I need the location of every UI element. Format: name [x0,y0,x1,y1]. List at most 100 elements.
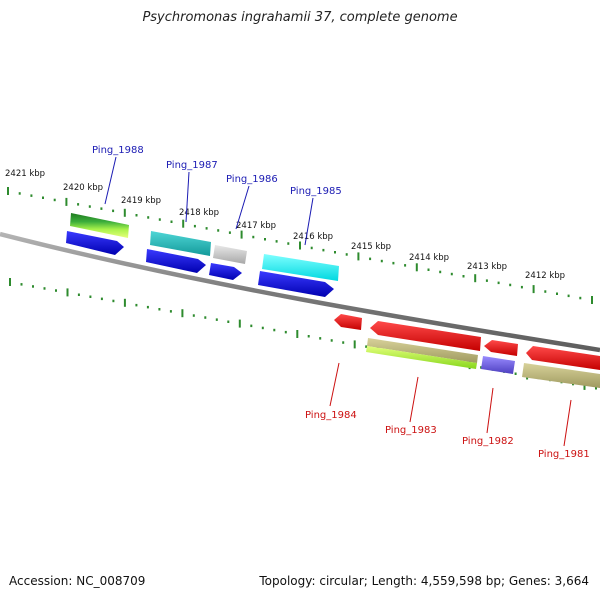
leader-ping-1983 [409,376,419,423]
forward-minor-tick [205,227,208,230]
reverse-minor-tick [100,297,103,301]
leader-ping-1986 [235,185,250,230]
forward-minor-tick [322,248,325,252]
gene-ping-1987-box [150,231,211,256]
genome-backbone [0,231,600,353]
reverse-minor-tick [595,387,597,390]
kbp-scale-labels: 2421 kbp 2420 kbp 2419 kbp 2418 kbp 2417… [5,169,565,281]
forward-minor-tick [18,192,21,195]
reverse-minor-tick [55,289,57,292]
gene-label-ping-1983[interactable]: Ping_1983 [385,425,437,436]
forward-minor-tick [88,205,91,208]
tick-label-2419: 2419 kbp [121,196,161,206]
reverse-minor-tick [365,345,368,348]
leader-ping-1982 [486,387,494,434]
gene-ping-1987[interactable] [146,231,211,273]
reverse-major-tick [353,340,356,349]
forward-major-tick [415,263,418,272]
forward-minor-tick [345,253,348,256]
gene-ping-1984[interactable] [334,314,362,330]
reverse-major-tick [238,319,241,328]
gene-ping-1985[interactable] [258,254,339,297]
gene-label-ping-1981[interactable]: Ping_1981 [538,449,590,460]
reverse-minor-tick [227,320,230,323]
leader-ping-1985 [304,197,314,246]
genome-summary-text: Topology: circular; Length: 4,559,598 bp… [259,574,589,588]
gene-ping-1985-arrow [258,271,334,297]
reverse-minor-tick [342,341,345,344]
reverse-minor-tick [215,318,218,321]
forward-minor-tick [217,229,220,232]
gene-label-ping-1984[interactable]: Ping_1984 [305,410,357,421]
reverse-label-leaders [329,362,572,447]
forward-major-tick [123,208,126,217]
forward-minor-tick [53,198,56,202]
gene-ping-1986[interactable] [209,245,247,280]
forward-minor-tick [450,272,453,276]
gene-ping-1983[interactable] [366,321,481,369]
reverse-major-tick [296,330,299,338]
tick-label-2416: 2416 kbp [293,232,333,242]
forward-minor-tick [252,235,255,239]
forward-major-tick [357,252,360,261]
forward-minor-tick [392,261,395,265]
gene-label-ping-1985[interactable]: Ping_1985 [290,186,342,197]
forward-minor-tick [193,224,196,228]
reverse-major-tick [66,288,69,297]
forward-minor-tick [404,264,407,267]
gene-ping-1988-arrow [66,231,124,255]
gene-ping-1981[interactable] [522,346,600,388]
gene-ping-1988[interactable] [66,213,129,255]
reverse-major-tick [181,309,184,318]
tick-label-2420: 2420 kbp [63,183,103,193]
forward-minor-tick [439,270,442,274]
forward-minor-tick [427,268,430,271]
forward-minor-tick [556,292,558,295]
forward-minor-tick [334,251,336,254]
forward-minor-tick [369,257,372,261]
gene-label-ping-1982[interactable]: Ping_1982 [462,436,514,447]
forward-minor-tick [42,196,44,199]
forward-minor-tick [509,283,512,287]
reverse-minor-tick [146,305,149,309]
gene-ping-1982[interactable] [481,340,518,374]
reverse-minor-tick [77,293,80,296]
reverse-major-tick [123,298,126,307]
forward-minor-tick [264,238,266,241]
leader-ping-1984 [329,362,340,407]
reverse-minor-tick [32,285,34,288]
forward-label-leaders [104,156,314,246]
gene-label-ping-1986[interactable]: Ping_1986 [226,174,278,185]
forward-tick-track [7,187,593,304]
forward-major-tick [299,241,301,250]
reverse-minor-tick [89,295,92,298]
forward-minor-tick [497,281,500,285]
forward-minor-tick [462,275,465,278]
gene-ping-1983-box-lime [366,346,477,369]
forward-minor-tick [30,194,33,197]
tick-label-2414: 2414 kbp [409,253,449,263]
gene-ping-1986-arrow [209,263,242,280]
gene-ping-1981-box [522,363,600,388]
reverse-minor-tick [192,314,195,317]
gene-ping-1983-arrow [370,321,481,351]
leader-ping-1987 [185,171,190,223]
forward-minor-tick [544,290,547,293]
forward-minor-tick [77,203,80,206]
reverse-minor-tick [169,310,172,313]
reverse-minor-tick [112,299,115,303]
gene-label-ping-1987[interactable]: Ping_1987 [166,160,218,171]
forward-minor-tick [567,294,570,298]
reverse-minor-tick [284,330,287,334]
reverse-major-tick [583,381,586,390]
forward-minor-tick [485,279,488,282]
gene-ping-1982-arrow [484,340,518,356]
leader-ping-1988 [104,156,117,205]
gene-label-ping-1988[interactable]: Ping_1988 [92,145,144,156]
reverse-minor-tick [480,366,483,369]
forward-minor-tick [147,216,150,219]
forward-minor-tick [579,296,582,300]
forward-major-tick [474,274,477,283]
tick-label-2413: 2413 kbp [467,262,507,272]
